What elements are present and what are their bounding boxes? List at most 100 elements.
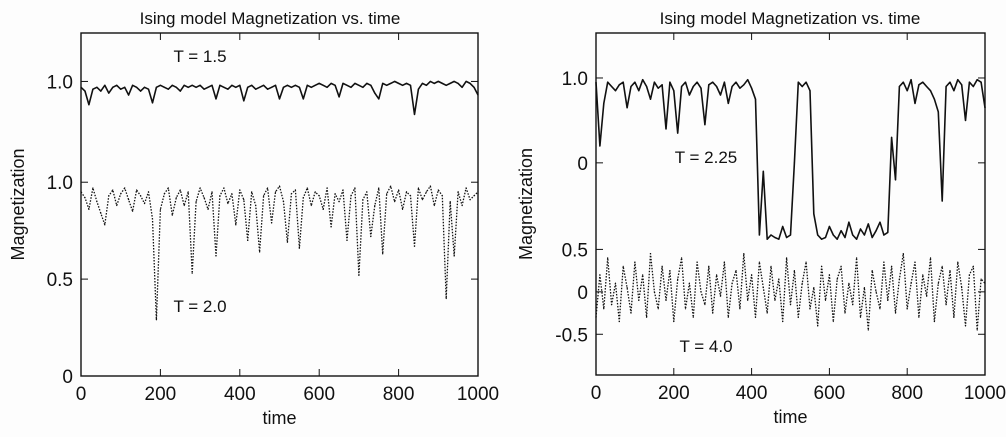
data-point (235, 224, 237, 226)
data-point (346, 239, 348, 241)
data-point (255, 88, 257, 90)
data-point (112, 86, 114, 88)
data-point (739, 308, 741, 310)
data-point (645, 316, 648, 318)
data-point (727, 316, 729, 318)
x-tick-label: 1000 (457, 384, 499, 405)
data-point (778, 238, 780, 240)
data-point (469, 82, 471, 84)
data-point (789, 234, 792, 236)
data-point (770, 265, 772, 267)
data-point (673, 320, 675, 323)
data-point (421, 82, 424, 84)
data-point (326, 187, 328, 189)
data-point (976, 79, 978, 81)
data-point (618, 320, 620, 323)
data-point (661, 265, 663, 267)
data-point (294, 84, 296, 86)
chart-panel-2: Ising model Magnetization vs. time 0 200 40… (516, 9, 1006, 427)
data-point (306, 187, 308, 189)
data-point (976, 329, 978, 331)
x-tick-label: 400 (736, 383, 768, 404)
data-point (778, 278, 780, 280)
data-point (824, 236, 827, 239)
data-point (696, 81, 698, 83)
data-point (731, 85, 733, 88)
data-point (274, 84, 277, 86)
data-point (302, 98, 304, 100)
data-point (957, 79, 959, 81)
data-point (266, 187, 269, 189)
data-point (630, 312, 632, 314)
data-point (239, 84, 241, 86)
data-point (437, 189, 439, 191)
y-tick-label: 0 (577, 154, 588, 175)
data-point (782, 225, 784, 228)
data-point (762, 286, 764, 289)
data-point (708, 265, 710, 267)
data-point (957, 261, 959, 263)
data-point (143, 202, 146, 205)
data-point (840, 230, 842, 232)
data-point (906, 308, 908, 310)
data-point (809, 308, 811, 310)
data-point (318, 82, 320, 84)
data-point (124, 86, 126, 88)
data-point (754, 98, 757, 100)
data-point (155, 319, 158, 321)
data-point (104, 84, 106, 86)
data-point (894, 312, 897, 314)
y-tick-label: 1.0 (562, 69, 588, 90)
data-point (108, 195, 110, 197)
data-point (203, 197, 205, 199)
data-point (735, 81, 737, 83)
data-point (626, 107, 628, 109)
data-point (642, 79, 644, 81)
data-point (828, 225, 831, 228)
data-point (330, 226, 332, 228)
data-point (409, 84, 412, 86)
data-point (159, 84, 161, 86)
x-tick-label: 600 (814, 383, 846, 404)
data-point (926, 295, 928, 297)
data-point (653, 291, 655, 293)
data-point (338, 200, 340, 203)
data-point (322, 208, 324, 210)
data-point (243, 100, 245, 102)
data-point (116, 84, 118, 86)
x-tick-label: 200 (658, 383, 690, 404)
data-point (179, 189, 181, 191)
data-point (964, 119, 967, 122)
data-point (80, 86, 82, 88)
data-point (314, 84, 316, 86)
data-point (88, 208, 90, 210)
data-point (653, 81, 655, 83)
data-point (879, 221, 881, 223)
data-point (278, 185, 281, 187)
chart-panel-1: Ising model Magnetization vs. time 0 200 40… (8, 9, 499, 428)
data-point (645, 85, 648, 88)
x-axis-label: time (262, 408, 296, 428)
data-point (294, 189, 296, 191)
data-point (112, 189, 114, 191)
data-point (191, 272, 193, 274)
data-point (445, 297, 447, 300)
data-point (457, 191, 459, 193)
data-point (817, 325, 819, 327)
data-point (661, 84, 663, 86)
data-point (941, 200, 943, 202)
series-line-1 (595, 78, 986, 240)
data-point (964, 325, 967, 327)
data-point (747, 299, 749, 301)
data-point (382, 82, 384, 84)
data-point (298, 247, 300, 249)
data-point (953, 316, 955, 318)
data-point (669, 81, 671, 83)
y-tick-label: 0 (62, 367, 73, 388)
data-point (972, 265, 974, 267)
data-point (191, 84, 193, 86)
data-point (871, 270, 873, 272)
data-point (972, 85, 974, 88)
